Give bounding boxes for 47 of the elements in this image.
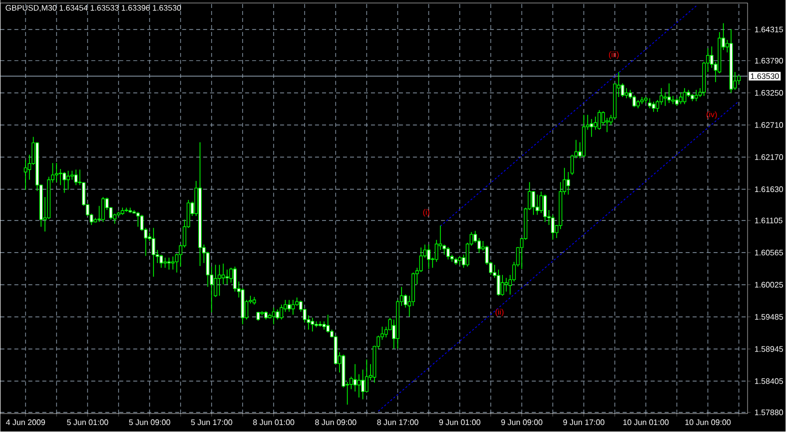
candlestick [310,318,314,332]
candlestick [291,300,295,316]
candlestick [679,92,682,105]
candlestick [694,90,698,102]
candlestick [287,300,291,312]
candlestick [434,240,438,262]
candlestick [163,257,167,268]
candlestick [222,263,225,286]
candlestick [357,374,361,398]
candlestick [500,274,504,296]
candlestick [682,88,686,105]
candlestick [652,102,656,112]
candlestick [632,95,636,108]
candlestick [280,304,284,320]
candlestick [136,212,140,228]
candlestick [74,169,78,186]
candlestick [272,307,276,325]
candlestick [648,98,652,109]
candlestick [620,83,624,98]
candlestick [496,269,500,296]
candlestick [532,190,536,216]
candlestick [365,359,368,393]
candlestick [62,172,66,194]
candlestick [664,92,667,107]
candlestick [667,83,671,104]
candlestick [167,257,171,270]
candlestick [598,110,602,130]
candlestick [590,118,594,138]
candlestick [326,314,330,334]
candlestick [504,278,508,292]
candlestick [539,191,543,214]
candlestick [70,170,74,180]
candlestick [361,369,365,400]
candlestick [477,238,481,254]
candlestick [233,266,237,292]
candlestick [66,170,70,190]
candlestick [446,246,450,260]
candlestick [427,244,430,270]
candlestick [536,194,539,216]
candlestick [101,196,105,223]
candlestick [54,162,58,183]
candlestick [656,100,660,112]
candlestick [566,172,570,196]
candlestick [124,208,128,212]
candlestick [171,256,175,270]
candlestick [218,264,222,296]
candlestick [624,88,628,99]
